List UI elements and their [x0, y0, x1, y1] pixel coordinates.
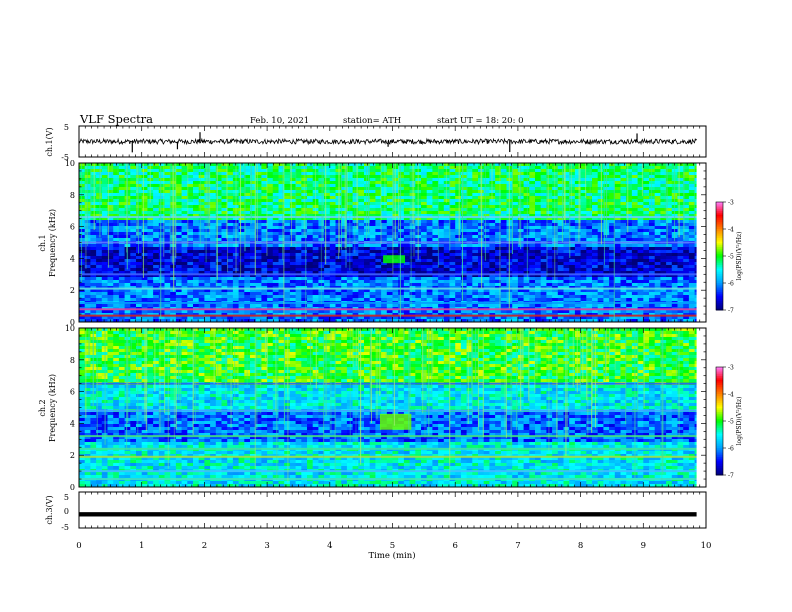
ch1-waveform-panel: 5 -5 ch.1(V) [45, 123, 707, 162]
colorbar-tick--5: -5 [728, 419, 734, 426]
ch1-spectrogram-ytick-10: 10 [65, 159, 75, 168]
ch2-spectrogram-band-0 [79, 478, 706, 481]
ch1-spectrogram-image [79, 163, 707, 323]
colorbar-label: log(PSD)(V²/Hz) [736, 397, 743, 446]
colorbar-tick--5: -5 [728, 254, 734, 261]
ch1-spectrogram-ytick-2: 2 [70, 286, 75, 295]
figure-title: VLF Spectra [79, 112, 153, 126]
colorbar-tick--3: -3 [728, 365, 734, 372]
x-tick-3: 3 [264, 541, 269, 551]
x-tick-6: 6 [452, 541, 457, 551]
ch1-spectrogram-ytick-4: 4 [70, 254, 75, 263]
colorbar-tick--4: -4 [728, 392, 734, 399]
x-tick-10: 10 [701, 541, 712, 551]
colorbar-tick--7: -7 [728, 308, 734, 315]
ch2-spectrogram-ytick-4: 4 [70, 419, 75, 428]
colorbar-tick--3: -3 [728, 200, 734, 207]
x-tick-4: 4 [327, 541, 332, 551]
colorbar-label: log(PSD)(V²/Hz) [736, 232, 743, 281]
ch1-spectrogram-band-6 [79, 216, 706, 219]
ch3-waveform-band [79, 512, 697, 517]
ch1-spectrogram-band-0 [79, 314, 706, 317]
ch1-spectrogram-band-4 [79, 273, 706, 276]
station-label: station= ATH [343, 116, 401, 126]
ch3-ytick-top: 5 [64, 493, 69, 502]
ch2-spectrogram-ytick-0: 0 [70, 483, 75, 492]
x-tick-1: 1 [139, 541, 144, 551]
ch1-spectrogram-panel: 10 8 6 4 2 0 ch.1 Frequency (kHz) [38, 159, 707, 327]
ch1-spectrogram-ytick-6: 6 [70, 223, 75, 232]
ch1-spectrogram-band-1 [79, 308, 706, 311]
colorbar-tick--4: -4 [728, 227, 734, 234]
ch1-spectrogram-no-data [696, 163, 706, 322]
ch1-spectrogram-ytick-8: 8 [70, 191, 75, 200]
ch2-spectrogram-ylabel: ch.2 [38, 399, 47, 416]
x-tick-7: 7 [515, 541, 520, 551]
ch3-waveform-ylabel: ch.3(V) [45, 495, 54, 524]
x-tick-8: 8 [578, 541, 583, 551]
ch1-waveform-ylabel: ch.1(V) [45, 127, 54, 156]
ch2-spectrogram-band-4 [79, 435, 706, 438]
colorbar-tick--6: -6 [728, 446, 734, 453]
ch3-ytick-bottom: -5 [61, 523, 69, 532]
ch1-spectrogram-ylabel: ch.1 [38, 234, 47, 251]
ch2-spectrogram-band-3 [79, 447, 706, 450]
ch1-ytick-top: 5 [64, 123, 69, 132]
ch2-spectrogram-band-2 [79, 455, 706, 458]
ch2-spectrogram-ytick-10: 10 [65, 324, 75, 333]
x-tick-0: 0 [76, 541, 81, 551]
start-time-label: start UT = 18: 20: 0 [437, 116, 524, 126]
ch2-colorbar: -3 -4 -5 -6 -7 log(PSD)(V²/Hz) [715, 365, 743, 480]
ch1-spectrogram-band-2 [79, 301, 706, 304]
ch2-spectrogram-image [79, 328, 707, 488]
ch2-spectrogram-band-1 [79, 470, 706, 473]
ch2-frequency-axis-label: Frequency (kHz) [48, 374, 57, 442]
ch2-spectrogram-ytick-8: 8 [70, 356, 75, 365]
ch2-spectrogram-sferics [85, 328, 680, 483]
x-axis-tick-labels: 0 1 2 3 4 5 6 7 8 9 10 [76, 541, 711, 551]
ch1-spectrogram-band-5 [79, 241, 706, 244]
ch2-spectrogram-event [379, 413, 412, 430]
ch1-spectrogram-ytick-0: 0 [70, 318, 75, 327]
x-tick-5: 5 [390, 541, 395, 551]
ch2-spectrogram-band-6 [79, 382, 706, 385]
ch3-ytick-middle: 0 [64, 507, 69, 516]
x-tick-2: 2 [202, 541, 207, 551]
ch2-spectrogram-ytick-6: 6 [70, 388, 75, 397]
ch1-frequency-axis-label: Frequency (kHz) [48, 209, 57, 277]
ch2-spectrogram-ytick-2: 2 [70, 451, 75, 460]
ch1-ytick-bottom: -5 [61, 153, 69, 162]
ch1-spectrogram-band-3 [79, 287, 706, 290]
ch3-waveform-panel: 5 0 -5 ch.3(V) [45, 491, 707, 532]
x-axis-label: Time (min) [368, 550, 415, 561]
ch2-spectrogram-panel: 10 8 6 4 2 0 ch.2 Frequency (kHz) [38, 324, 707, 492]
x-tick-9: 9 [641, 541, 646, 551]
ch1-spectrogram-event [383, 255, 406, 264]
colorbar-tick--6: -6 [728, 281, 734, 288]
ch2-spectrogram-no-data [696, 328, 706, 487]
ch2-spectrogram-background [79, 328, 707, 488]
colorbar-tick--7: -7 [728, 473, 734, 480]
ch2-spectrogram-band-5 [79, 409, 706, 412]
ch1-spectrogram-sferics [81, 163, 695, 321]
date-label: Feb. 10, 2021 [250, 116, 309, 126]
ch1-colorbar: -3 -4 -5 -6 -7 log(PSD)(V²/Hz) [715, 200, 743, 315]
